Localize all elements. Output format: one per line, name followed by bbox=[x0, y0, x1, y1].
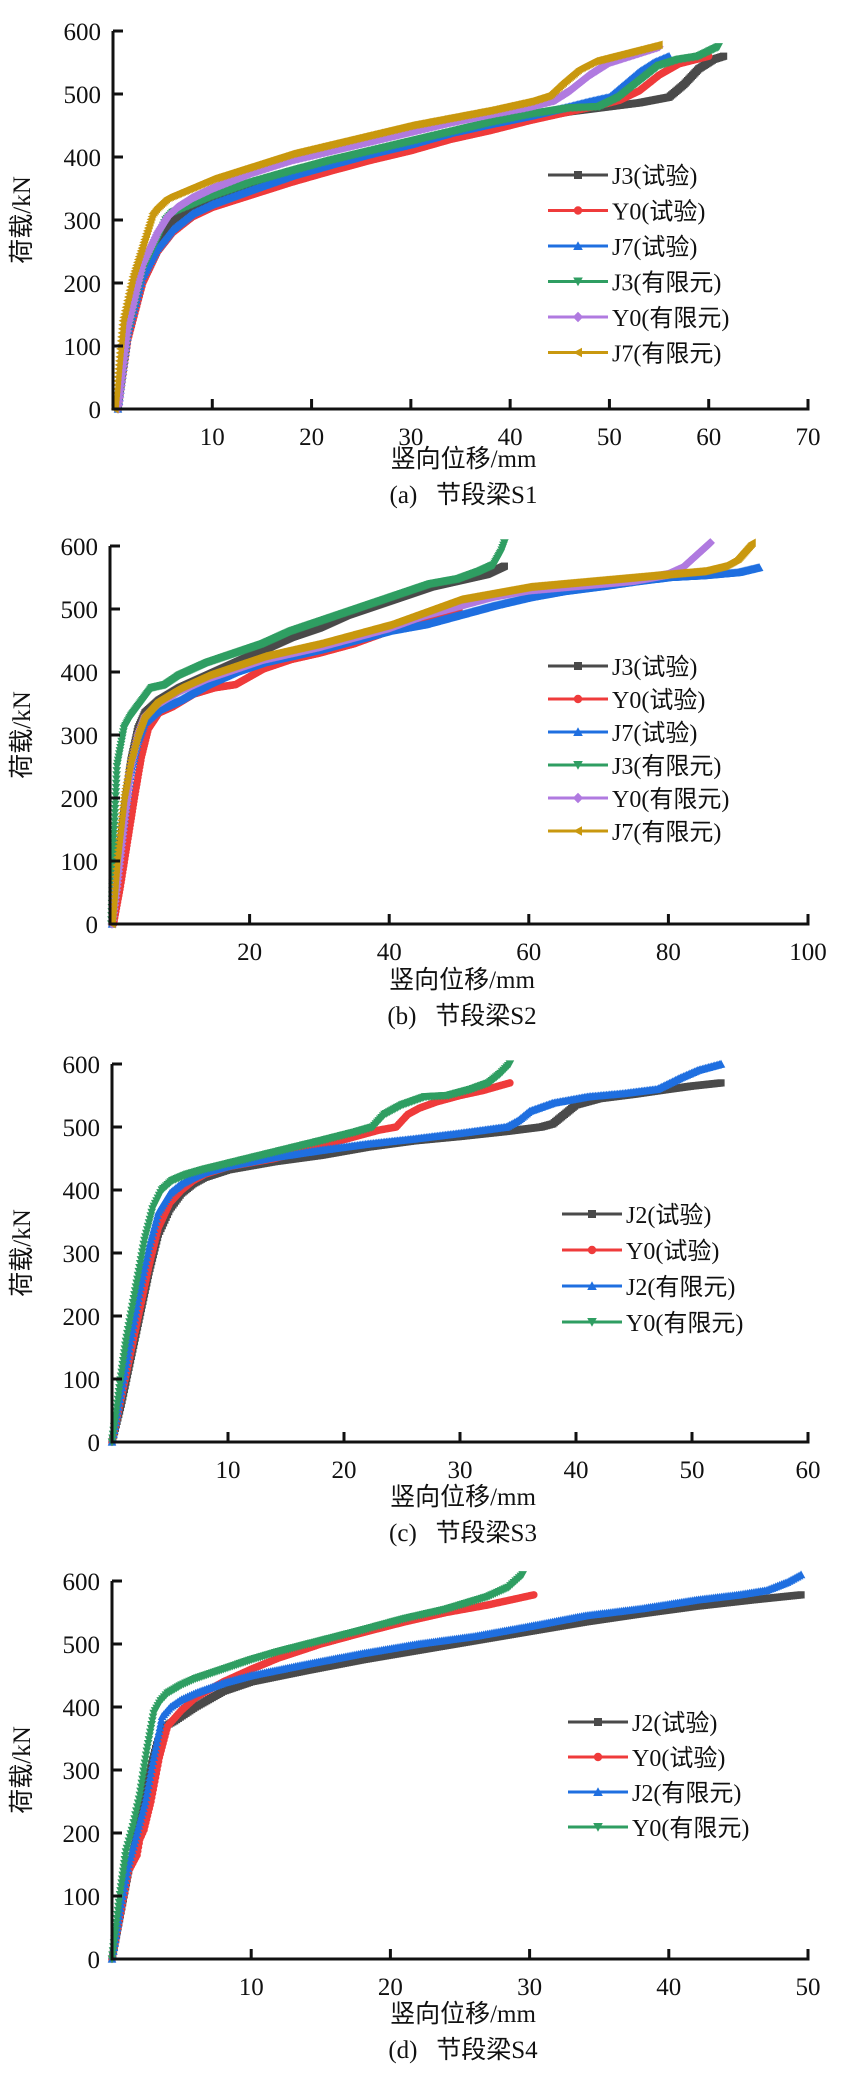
data-point bbox=[714, 43, 723, 52]
y-tick-label: 500 bbox=[64, 82, 102, 109]
x-tick-label: 70 bbox=[796, 424, 821, 451]
legend-marker-icon bbox=[573, 277, 583, 287]
x-tick-label: 10 bbox=[200, 424, 225, 451]
series-group bbox=[107, 538, 764, 929]
data-point bbox=[110, 804, 120, 813]
figure-caption: (a) 节段梁S1 bbox=[390, 481, 538, 509]
legend-item: Y0(试验) bbox=[548, 199, 705, 226]
data-point bbox=[110, 813, 120, 822]
legend-marker-icon bbox=[573, 347, 582, 358]
data-point bbox=[114, 753, 124, 762]
data-point bbox=[500, 562, 508, 570]
legend-marker-icon bbox=[572, 311, 584, 323]
data-point bbox=[110, 817, 119, 826]
data-point bbox=[500, 539, 509, 548]
data-point bbox=[109, 834, 119, 843]
data-point bbox=[112, 775, 121, 784]
legend-marker-icon bbox=[573, 241, 583, 250]
data-point bbox=[116, 740, 126, 749]
legend-item: J3(试验) bbox=[548, 163, 697, 190]
data-point bbox=[112, 767, 122, 776]
series-line-b-3 bbox=[109, 542, 506, 925]
legend-label: J7(试验) bbox=[612, 234, 697, 261]
legend-label: Y0(试验) bbox=[612, 199, 705, 226]
data-point bbox=[109, 842, 119, 851]
chart-panel-a: 0 100 200 300 400 500 600 10 20 30 40 50 60 70 荷载/kN 竖向… bbox=[8, 19, 821, 509]
legend: J3(试验) Y0(试验) J7(试验) J3(有限元) Y0(有限元) J7(有限元) bbox=[548, 163, 729, 368]
series-markers-a-5 bbox=[110, 40, 663, 414]
data-point bbox=[754, 563, 764, 572]
data-point bbox=[110, 809, 120, 818]
data-point bbox=[115, 747, 125, 756]
legend-marker-icon bbox=[573, 206, 583, 215]
y-tick-label: 0 bbox=[89, 397, 102, 424]
data-point bbox=[113, 759, 122, 768]
data-point bbox=[110, 821, 119, 830]
legend-item: J3(有限元) bbox=[548, 270, 721, 297]
data-point bbox=[112, 771, 121, 780]
data-point bbox=[112, 762, 122, 771]
x-axis-title: 竖向位移/mm bbox=[391, 445, 537, 473]
data-point bbox=[111, 779, 121, 788]
legend-label: J3(有限元) bbox=[612, 270, 721, 297]
data-point bbox=[110, 800, 120, 809]
x-tick-label: 50 bbox=[597, 424, 622, 451]
y-tick-label: 300 bbox=[64, 208, 102, 235]
legend-marker-icon bbox=[574, 171, 582, 179]
legend-item: Y0(有限元) bbox=[548, 305, 729, 332]
data-point bbox=[720, 52, 728, 60]
legend-label: J7(有限元) bbox=[612, 341, 721, 368]
y-tick-label: 400 bbox=[64, 145, 102, 172]
data-point bbox=[109, 825, 119, 834]
data-point bbox=[654, 40, 663, 50]
data-point bbox=[109, 838, 119, 847]
data-point bbox=[114, 750, 124, 759]
data-point bbox=[111, 792, 120, 801]
data-point bbox=[111, 788, 121, 797]
legend-item: J7(有限元) bbox=[548, 341, 721, 368]
data-point bbox=[116, 744, 125, 752]
series-markers-b-3 bbox=[107, 539, 509, 929]
series-markers-a-4 bbox=[113, 42, 664, 414]
x-tick-label: 40 bbox=[498, 424, 523, 451]
y-axis-title: 荷载/kN bbox=[8, 176, 36, 264]
legend-label: J3(试验) bbox=[612, 163, 697, 190]
data-point bbox=[117, 734, 127, 743]
y-tick-label: 200 bbox=[64, 271, 102, 298]
legend-label: Y0(有限元) bbox=[612, 305, 729, 332]
y-tick-label: 600 bbox=[64, 19, 102, 46]
data-point bbox=[113, 756, 123, 765]
data-point bbox=[109, 830, 119, 838]
x-tick-label: 60 bbox=[696, 424, 721, 451]
y-tick-label: 100 bbox=[64, 334, 102, 361]
data-point bbox=[119, 728, 128, 737]
x-tick-label: 30 bbox=[398, 424, 423, 451]
data-point bbox=[111, 783, 121, 792]
data-point bbox=[118, 731, 128, 740]
x-tick-label: 20 bbox=[299, 424, 324, 451]
data-point bbox=[117, 737, 126, 746]
legend-item: J7(试验) bbox=[548, 234, 697, 261]
